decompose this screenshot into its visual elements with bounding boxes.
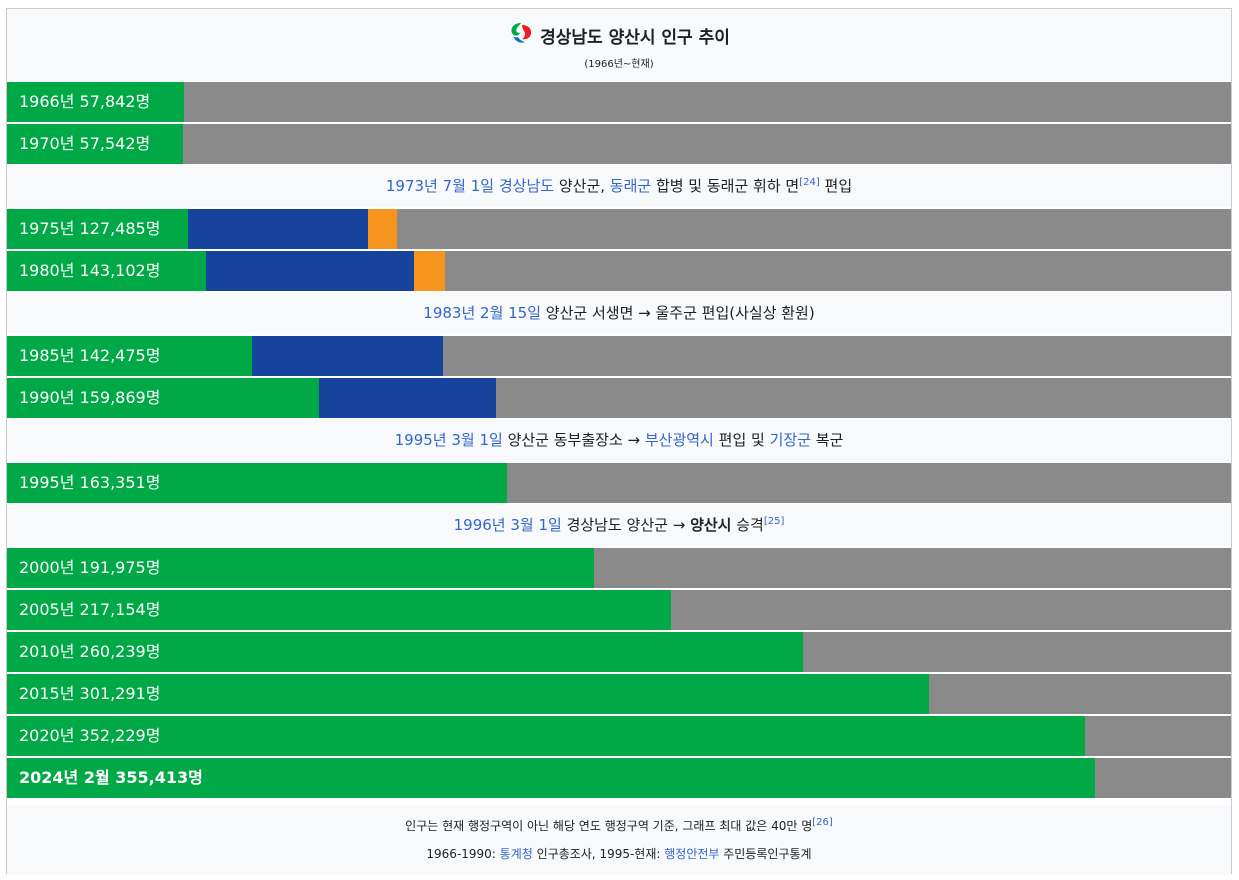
bar-segment-secondary xyxy=(251,336,443,376)
event-text: 편입 xyxy=(819,177,853,195)
text-link[interactable]: 경상남도 xyxy=(498,177,555,195)
text-link[interactable]: 1996년 3월 1일 xyxy=(453,516,562,534)
reference-link[interactable]: [25] xyxy=(763,516,785,527)
chart-subtitle: (1966년~현재) xyxy=(584,59,654,70)
chart-footer: 인구는 현재 행정구역이 아닌 해당 연도 행정구역 기준, 그래프 최대 값은… xyxy=(7,805,1231,875)
bar-label: 2024년 2월 355,413명 xyxy=(19,768,203,787)
bar-segment-main xyxy=(7,251,206,291)
bar-row: 1970년 57,542명 xyxy=(7,124,1231,164)
footer-note: 인구는 현재 행정구역이 아닌 해당 연도 행정구역 기준, 그래프 최대 값은… xyxy=(7,817,1231,834)
bar-segment-main xyxy=(7,336,252,376)
bar-row: 1995년 163,351명 xyxy=(7,463,1231,503)
text-link[interactable]: 동래군 xyxy=(609,177,652,195)
bar-row: 1975년 127,485명 xyxy=(7,209,1231,249)
text-link[interactable]: 기장군 xyxy=(769,431,811,449)
event-annotation: 1983년 2월 15일 양산군 서생면 → 울주군 편입(사실상 환원) xyxy=(7,292,1231,334)
bar-segment-main xyxy=(7,82,184,122)
bar-segment-main xyxy=(7,548,595,588)
bar-label: 1985년 142,475명 xyxy=(19,346,161,365)
event-text: 양산군 서생면 → 울주군 편입(사실상 환원) xyxy=(541,304,815,322)
bar-segment-main xyxy=(7,716,1085,756)
footer-source: 1966-1990: 통계청 인구총조사, 1995-현재: 행정안전부 주민등… xyxy=(7,845,1231,862)
bar-row: 2000년 191,975명 xyxy=(7,548,1231,588)
bar-label: 2015년 301,291명 xyxy=(19,684,161,703)
bar-label: 2000년 191,975명 xyxy=(19,558,161,577)
bar-segment-main xyxy=(7,674,929,714)
event-text: 인구는 현재 행정구역이 아닌 해당 연도 행정구역 기준, 그래프 최대 값은… xyxy=(405,819,813,833)
text-link[interactable]: 1995년 3월 1일 xyxy=(394,431,503,449)
reference-link[interactable]: [26] xyxy=(812,817,833,828)
event-text: 편입 및 xyxy=(713,431,770,449)
bar-row: 1966년 57,842명 xyxy=(7,82,1231,122)
reference-link[interactable]: [24] xyxy=(799,177,820,188)
bar-segment-main xyxy=(7,463,507,503)
event-text: 1966-1990: xyxy=(426,847,500,861)
bar-segment-tertiary xyxy=(413,251,445,291)
population-chart-box: 경상남도 양산시 인구 추이 (1966년~현재) 1966년 57,842명 1… xyxy=(6,8,1232,875)
bar-label: 2020년 352,229명 xyxy=(19,726,161,745)
bar-segment-secondary xyxy=(319,378,497,418)
bar-segment-secondary xyxy=(205,251,414,291)
event-annotation: 1995년 3월 1일 양산군 동부출장소 → 부산광역시 편입 및 기장군 복… xyxy=(7,419,1231,461)
event-text: 양산시 xyxy=(690,516,732,534)
event-text: 주민등록인구통계 xyxy=(719,847,812,861)
bar-row: 2010년 260,239명 xyxy=(7,632,1231,672)
bar-label: 1995년 163,351명 xyxy=(19,473,161,492)
bar-row: 2015년 301,291명 xyxy=(7,674,1231,714)
bar-segment-secondary xyxy=(187,209,369,249)
text-link[interactable]: 행정안전부 xyxy=(664,847,720,861)
bar-segment-main xyxy=(7,124,184,164)
bar-segment-main xyxy=(7,209,188,249)
bar-label: 1970년 57,542명 xyxy=(19,134,151,153)
bar-label: 1975년 127,485명 xyxy=(19,219,161,238)
event-text: 양산군, xyxy=(554,177,610,195)
bar-label: 1980년 143,102명 xyxy=(19,261,161,280)
event-annotation: 1996년 3월 1일 경상남도 양산군 → 양산시 승격[25] xyxy=(7,504,1231,546)
bar-row: 2020년 352,229명 xyxy=(7,716,1231,756)
event-text: 인구총조사, 1995-현재: xyxy=(532,847,665,861)
text-link[interactable]: 1973년 7월 1일 xyxy=(385,177,495,195)
event-text: 합병 및 동래군 휘하 면 xyxy=(651,177,800,195)
chart-title-row: 경상남도 양산시 인구 추이 xyxy=(7,21,1231,50)
bar-row: 2024년 2월 355,413명 xyxy=(7,758,1231,798)
bar-segment-main xyxy=(7,378,320,418)
event-text: 승격 xyxy=(731,516,764,534)
event-text: 양산군 동부출장소 → xyxy=(502,431,645,449)
chart-header: 경상남도 양산시 인구 추이 (1966년~현재) xyxy=(7,9,1231,81)
bar-label: 2010년 260,239명 xyxy=(19,642,161,661)
bar-segment-main xyxy=(7,590,672,630)
event-annotation: 1973년 7월 1일 경상남도 양산군, 동래군 합병 및 동래군 휘하 면[… xyxy=(7,165,1231,207)
text-link[interactable]: 통계청 xyxy=(499,847,533,861)
bar-label: 2005년 217,154명 xyxy=(19,600,161,619)
text-link[interactable]: 부산광역시 xyxy=(644,431,714,449)
bar-row: 1985년 142,475명 xyxy=(7,336,1231,376)
bar-label: 1990년 159,869명 xyxy=(19,388,161,407)
bar-row: 1980년 143,102명 xyxy=(7,251,1231,291)
bar-row: 1990년 159,869명 xyxy=(7,378,1231,418)
bar-row: 2005년 217,154명 xyxy=(7,590,1231,630)
event-text: 복군 xyxy=(811,431,844,449)
event-text: 경상남도 양산군 → xyxy=(561,516,691,534)
chart-title: 경상남도 양산시 인구 추이 xyxy=(540,28,730,48)
yangsan-city-logo-icon xyxy=(508,21,534,50)
bar-segment-main xyxy=(7,632,804,672)
text-link[interactable]: 1983년 2월 15일 xyxy=(423,304,542,322)
bar-label: 1966년 57,842명 xyxy=(19,92,151,111)
bar-segment-main xyxy=(7,758,1095,798)
bar-segment-tertiary xyxy=(368,209,398,249)
